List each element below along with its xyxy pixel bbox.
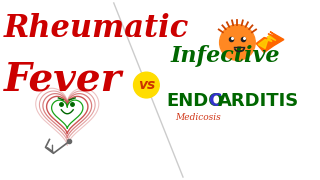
Text: ENDO: ENDO bbox=[166, 92, 224, 110]
Text: Fever: Fever bbox=[4, 60, 122, 98]
Text: ARDITIS: ARDITIS bbox=[218, 92, 299, 110]
Polygon shape bbox=[256, 32, 284, 52]
Text: Medicosis: Medicosis bbox=[175, 113, 221, 122]
Text: vs: vs bbox=[138, 78, 155, 92]
Text: Rheumatic: Rheumatic bbox=[4, 13, 189, 44]
Circle shape bbox=[220, 25, 255, 60]
Polygon shape bbox=[258, 36, 276, 48]
Text: Infective: Infective bbox=[170, 46, 280, 68]
Text: C: C bbox=[208, 92, 221, 110]
Circle shape bbox=[133, 72, 159, 98]
